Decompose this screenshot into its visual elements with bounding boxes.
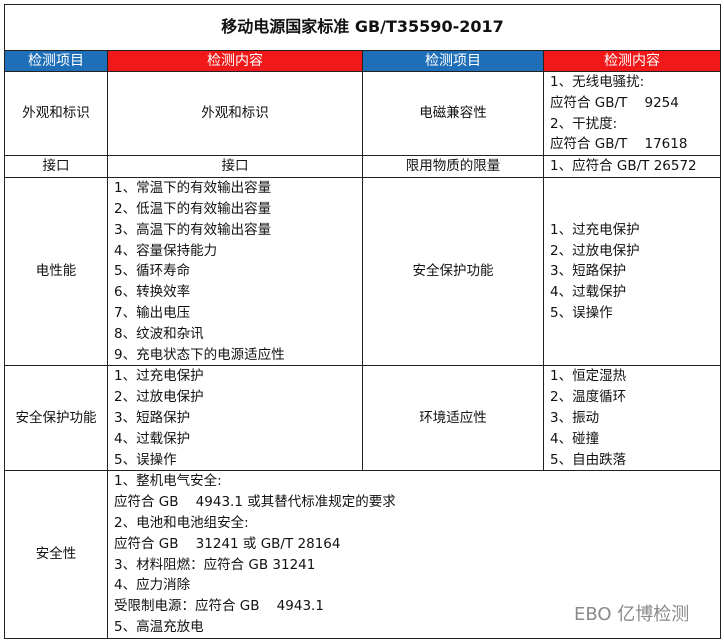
content-line: 应符合 GB/T 17618 [550,136,688,153]
content-line: 外观和标识 [201,105,269,122]
content-line: 1、过充电保护 [114,368,204,385]
header-content-2: 检测内容 [543,50,721,72]
content-line: 受限制电源：应符合 GB 4943.1 [114,598,324,615]
content-line: 6、转换效率 [114,284,191,301]
content-line: 4、容量保持能力 [114,242,218,259]
content-line: 1、过充电保护 [550,221,640,238]
table-row: 外观和标识 外观和标识 电磁兼容性 1、无线电骚扰: 应符合 GB/T 9254… [4,70,721,157]
content-line: 2、低温下的有效输出容量 [114,200,272,217]
content-line: 2、过放电保护 [114,389,204,406]
content-line: 3、短路保护 [550,263,627,280]
item-cell: 安全保护功能 [362,177,544,367]
content-line: 3、振动 [550,409,600,426]
content-cell: 1、应符合 GB/T 26572 [543,155,721,179]
item-cell: 电磁兼容性 [362,70,544,157]
content-cell: 1、常温下的有效输出容量 2、低温下的有效输出容量 3、高温下的有效输出容量 4… [107,177,363,367]
content-line: 1、常温下的有效输出容量 [114,180,272,197]
item-cell: 外观和标识 [4,70,108,157]
content-line: 5、自由跌落 [550,451,627,468]
content-line: 7、输出电压 [114,304,191,321]
content-line: 3、高温下的有效输出容量 [114,221,272,238]
content-cell: 1、过充电保护 2、过放电保护 3、短路保护 4、过载保护 5、误操作 [107,365,363,472]
item-cell: 限用物质的限量 [362,155,544,179]
header-item-2: 检测项目 [362,50,544,72]
content-line: 4、过载保护 [114,430,191,447]
content-line: 4、应力消除 [114,577,191,594]
standard-table: 移动电源国家标准 GB/T35590-2017 检测项目 检测内容 检测项目 检… [4,4,721,639]
table-row: 接口 接口 限用物质的限量 1、应符合 GB/T 26572 [4,155,721,179]
content-line: 4、过载保护 [550,284,627,301]
content-cell: 1、整机电气安全: 应符合 GB 4943.1 或其替代标准规定的要求 2、电池… [107,470,721,639]
content-line: 2、温度循环 [550,389,627,406]
item-cell: 安全保护功能 [4,365,108,472]
content-line: 应符合 GB 31241 或 GB/T 28164 [114,535,341,552]
content-cell: 1、恒定湿热 2、温度循环 3、振动 4、碰撞 5、自由跌落 [543,365,721,472]
content-line: 9、充电状态下的电源适应性 [114,346,285,363]
content-line: 1、整机电气安全: [114,473,222,490]
content-line: 2、过放电保护 [550,242,640,259]
content-line: 5、循环寿命 [114,263,191,280]
item-cell: 电性能 [4,177,108,367]
content-line: 应符合 GB 4943.1 或其替代标准规定的要求 [114,494,396,511]
content-cell: 1、无线电骚扰: 应符合 GB/T 9254 2、干扰度: 应符合 GB/T 1… [543,70,721,157]
table-title: 移动电源国家标准 GB/T35590-2017 [4,4,721,51]
header-content-1: 检测内容 [107,50,363,72]
content-line: 1、恒定湿热 [550,368,627,385]
content-line: 5、高温充放电 [114,618,204,635]
content-line: 4、碰撞 [550,430,600,447]
content-cell: 外观和标识 [107,70,363,157]
content-line: 5、误操作 [550,304,613,321]
content-line: 1、无线电骚扰: [550,74,645,90]
content-line: 8、纹波和杂讯 [114,325,204,342]
item-cell: 环境适应性 [362,365,544,472]
item-cell: 安全性 [4,470,108,639]
content-line: 3、材料阻燃：应符合 GB 31241 [114,556,316,573]
table-row: 电性能 1、常温下的有效输出容量 2、低温下的有效输出容量 3、高温下的有效输出… [4,177,721,367]
header-item-1: 检测项目 [4,50,108,72]
item-cell: 接口 [4,155,108,179]
content-line: 2、电池和电池组安全: [114,514,249,531]
content-line: 2、干扰度: [550,115,618,132]
content-line: 3、短路保护 [114,409,191,426]
table-row: 安全保护功能 1、过充电保护 2、过放电保护 3、短路保护 4、过载保护 5、误… [4,365,721,472]
table-row: 安全性 1、整机电气安全: 应符合 GB 4943.1 或其替代标准规定的要求 … [4,470,721,639]
content-cell: 1、过充电保护 2、过放电保护 3、短路保护 4、过载保护 5、误操作 [543,177,721,367]
content-line: 应符合 GB/T 9254 [550,94,679,111]
content-line: 5、误操作 [114,451,177,468]
watermark: EBO 亿博检测 [574,604,690,625]
content-cell: 接口 [107,155,363,179]
